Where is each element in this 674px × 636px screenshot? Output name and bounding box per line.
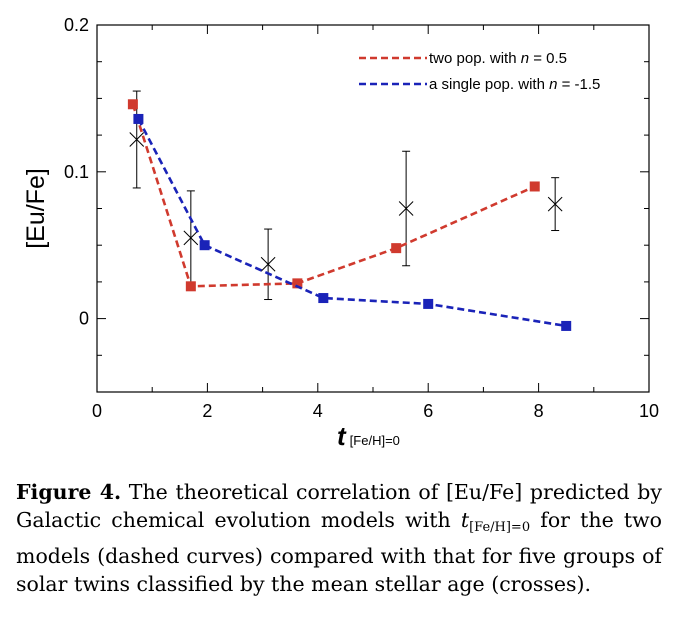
caption-math-var: t[Fe/H]=0 — [460, 508, 531, 535]
series-marker-0 — [185, 281, 196, 292]
legend-label-value: = 0.5 — [529, 50, 567, 67]
y-tick-label: 0 — [79, 309, 89, 329]
observation-cross — [547, 196, 563, 212]
y-tick-label: 0.1 — [64, 162, 89, 182]
legend-label-1: a single pop. with n = -1.5 — [429, 76, 600, 93]
series-line-1 — [137, 118, 567, 328]
observation-cross — [183, 230, 199, 246]
x-tick-label: 8 — [534, 401, 544, 421]
figure-caption: Figure 4. The theoretical correlation of… — [16, 478, 662, 598]
series-marker-1 — [423, 298, 434, 309]
legend-label-value: = -1.5 — [557, 76, 600, 93]
x-tick-label: 4 — [313, 401, 323, 421]
series-line-0 — [131, 103, 536, 288]
series-marker-0 — [292, 278, 303, 289]
legend-label-0: two pop. with n = 0.5 — [429, 50, 567, 67]
series-marker-0 — [391, 243, 402, 254]
x-axis-title: t [Fe/H]=0 — [337, 421, 400, 451]
caption-math-t: t — [460, 508, 470, 532]
legend-label-text: a single pop. with — [429, 76, 549, 93]
x-tick-label: 6 — [423, 401, 433, 421]
legend-label-var: n — [521, 50, 529, 67]
caption-label: Figure 4. — [16, 480, 122, 504]
y-tick-label: 0.2 — [64, 15, 89, 35]
series-marker-1 — [561, 320, 572, 331]
chart-figure: 0 2 4 6 8 10 0 0.1 0.2 [Eu/Fe] t [Fe/H]=0 two pop. w… — [22, 15, 659, 451]
x-axis-title-sub: [Fe/H]=0 — [350, 433, 400, 448]
y-axis-title: [Eu/Fe] — [22, 168, 50, 249]
x-tick-label: 10 — [639, 401, 659, 421]
x-axis-title-var: t — [337, 421, 347, 451]
observation-cross — [260, 256, 276, 272]
x-tick-label: 2 — [202, 401, 212, 421]
series-marker-0 — [529, 181, 540, 192]
caption-text-after: for the two models (dashed curves) compa… — [16, 508, 662, 596]
observation-cross — [398, 201, 414, 216]
x-tick-label: 0 — [92, 401, 102, 421]
series-marker-0 — [127, 99, 138, 110]
legend-label-var: n — [549, 76, 557, 93]
legend-label-text: two pop. with — [429, 50, 521, 67]
caption-text-before: The theoretical correlation of [Eu/Fe] p… — [16, 480, 663, 532]
series-marker-1 — [133, 113, 144, 124]
caption-math-sub: [Fe/H]=0 — [469, 520, 531, 535]
series-marker-1 — [318, 293, 329, 304]
observation-cross — [129, 132, 145, 147]
series-marker-1 — [199, 240, 210, 251]
chart-svg: 0 2 4 6 8 10 0 0.1 0.2 [Eu/Fe] t [Fe/H]=0 two pop. w… — [22, 15, 659, 451]
